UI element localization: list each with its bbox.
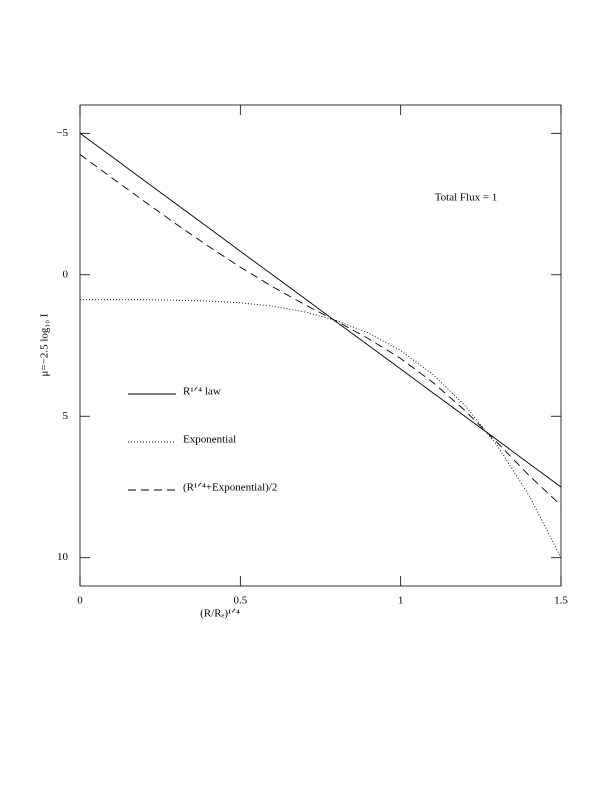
legend-label: R¹ᐟ⁴ law xyxy=(183,386,221,398)
x-tick-label: 0.5 xyxy=(233,595,247,607)
series-line xyxy=(80,299,562,558)
x-tick-label: 0 xyxy=(77,595,83,607)
legend-label: (R¹ᐟ⁴+Exponential)/2 xyxy=(183,482,277,494)
legend-label: Exponential xyxy=(183,434,236,446)
y-tick-label: 5 xyxy=(63,410,69,422)
annotation: Total Flux = 1 xyxy=(435,192,498,204)
y-tick-label: 10 xyxy=(57,551,69,563)
series-line xyxy=(79,132,562,488)
plot-frame xyxy=(79,104,562,587)
x-tick-label: 1 xyxy=(398,595,404,607)
y-tick-label: 0 xyxy=(63,268,69,280)
x-axis-label: (R/Rₑ)¹ᐟ⁴ xyxy=(200,608,240,620)
series-line xyxy=(79,154,562,506)
y-tick-label: −5 xyxy=(56,127,68,139)
x-tick-label: 1.5 xyxy=(554,595,568,607)
y-axis-label: μ=−2.5 log₁₀ I xyxy=(39,313,51,376)
